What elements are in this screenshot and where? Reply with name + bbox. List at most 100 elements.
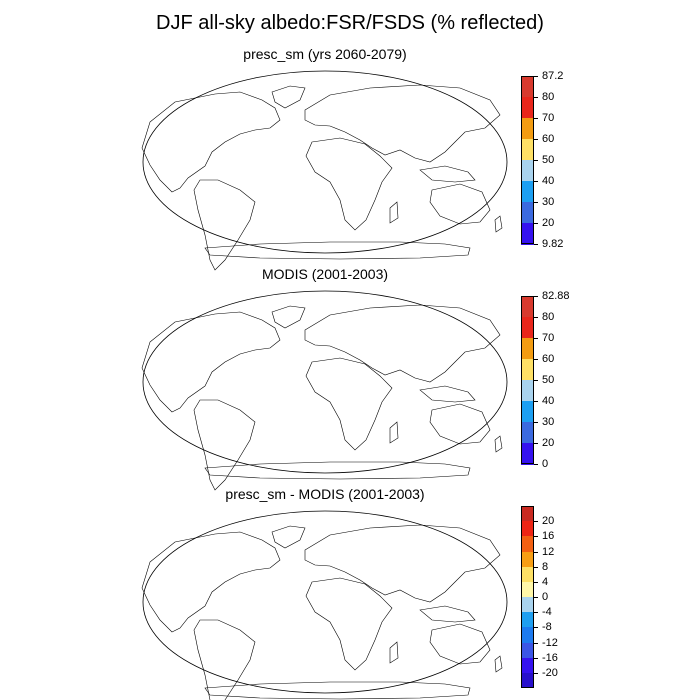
colorbar-swatch: [521, 627, 534, 643]
colorbar-tick: [534, 443, 538, 444]
colorbar-swatch: [521, 612, 534, 628]
colorbar-tick: [534, 296, 538, 297]
colorbar-label: 12: [542, 545, 555, 558]
globe-outline: [142, 510, 508, 694]
colorbar-swatch: [521, 97, 534, 119]
colorbar-swatch: [521, 223, 534, 245]
colorbar-label: -20: [542, 666, 558, 679]
colorbar-label: -16: [542, 651, 558, 664]
colorbar-frame: [521, 506, 534, 688]
colorbar-label: 60: [542, 353, 555, 365]
colorbar-label: 80: [542, 311, 555, 323]
colorbar-tick: [534, 139, 538, 140]
colorbar-label: 4: [542, 575, 549, 588]
colorbar-label: 80: [542, 91, 555, 103]
colorbar-tick: [534, 627, 538, 629]
colorbar-swatch: [521, 118, 534, 140]
colorbar-tick: [534, 657, 538, 659]
colorbar-swatch: [521, 359, 534, 381]
colorbar-frame: [521, 76, 534, 244]
colorbar-tick: [534, 223, 538, 224]
globe-outline: [142, 290, 508, 474]
colorbar-label: 30: [542, 196, 555, 208]
colorbar-tick: [534, 521, 538, 523]
panel-2-map: [141, 290, 508, 491]
colorbar-swatch: [521, 657, 534, 674]
colorbar-tick: [534, 422, 538, 423]
colorbar-label: 70: [542, 332, 555, 344]
colorbar-tick: [534, 338, 538, 339]
colorbar-tick: [534, 118, 538, 119]
colorbar-tick: [534, 97, 538, 98]
colorbar-swatch: [521, 160, 534, 182]
colorbar-tick: [534, 160, 538, 161]
colorbar-swatch: [521, 536, 534, 552]
colorbar-label: 50: [542, 374, 555, 386]
colorbar-label: 9.82: [542, 238, 564, 250]
colorbar-tick: [534, 317, 538, 318]
colorbar-label: 20: [542, 437, 555, 449]
colorbar-swatch: [521, 642, 534, 659]
colorbar-tick: [534, 464, 538, 465]
colorbar-swatch: [521, 597, 534, 613]
colorbar-label: 20: [542, 515, 555, 528]
colorbar-swatch: [521, 521, 534, 537]
panel-1-title: presc_sm (yrs 2060-2079): [243, 46, 407, 62]
colorbar-swatch: [521, 566, 534, 583]
colorbar-frame: [521, 296, 534, 464]
colorbar-tick: [534, 597, 538, 598]
figure-title: DJF all-sky albedo:FSR/FSDS (% reflected…: [156, 12, 544, 34]
colorbar-label: 87.2: [542, 70, 564, 82]
colorbar-swatch: [521, 672, 534, 689]
colorbar-tick: [534, 566, 538, 568]
colorbar-label: 40: [542, 175, 555, 187]
panel-1-map: [141, 70, 508, 271]
colorbar-tick: [534, 581, 538, 583]
colorbar-label: -8: [542, 621, 552, 634]
colorbar-label: -4: [542, 606, 552, 619]
colorbar-swatch: [521, 551, 534, 568]
colorbar-label: 60: [542, 133, 555, 145]
colorbar-label: 40: [542, 395, 555, 407]
colorbar-tick: [534, 202, 538, 203]
colorbar-swatch: [521, 422, 534, 444]
panel-3-map: [141, 510, 508, 700]
colorbar-label: 8: [542, 560, 549, 573]
colorbar-swatch: [521, 380, 534, 402]
colorbar-label: 0: [542, 458, 549, 470]
colorbar-label: -12: [542, 636, 558, 649]
colorbar-swatch: [521, 506, 534, 522]
colorbar-tick: [534, 551, 538, 553]
colorbar-swatch: [521, 317, 534, 339]
panel-3-title: presc_sm - MODIS (2001-2003): [225, 486, 425, 502]
colorbar-label: 30: [542, 416, 555, 428]
panel-2-title: MODIS (2001-2003): [261, 266, 389, 282]
colorbar-label: 82.88: [542, 290, 570, 302]
colorbar-swatch: [521, 581, 534, 598]
colorbar-tick: [534, 181, 538, 182]
colorbar-swatch: [521, 181, 534, 203]
colorbar-tick: [534, 380, 538, 381]
colorbar-swatch: [521, 139, 534, 161]
colorbar-tick: [534, 536, 538, 538]
colorbar-tick: [534, 612, 538, 614]
colorbar-tick: [534, 76, 538, 77]
colorbar-swatch: [521, 443, 534, 465]
colorbar-label: 20: [542, 217, 555, 229]
colorbar-label: 70: [542, 112, 555, 124]
colorbar-tick: [534, 244, 538, 245]
colorbar-tick: [534, 642, 538, 644]
colorbar-label: 50: [542, 154, 555, 166]
colorbar-label: 16: [542, 530, 555, 543]
colorbar-tick: [534, 359, 538, 360]
colorbar-swatch: [521, 202, 534, 224]
colorbar-tick: [534, 672, 538, 674]
colorbar-swatch: [521, 296, 534, 318]
colorbar-tick: [534, 401, 538, 402]
globe-outline: [142, 70, 508, 254]
colorbar-swatch: [521, 338, 534, 360]
colorbar-swatch: [521, 401, 534, 423]
colorbar-label: 0: [542, 591, 549, 603]
colorbar-swatch: [521, 76, 534, 98]
